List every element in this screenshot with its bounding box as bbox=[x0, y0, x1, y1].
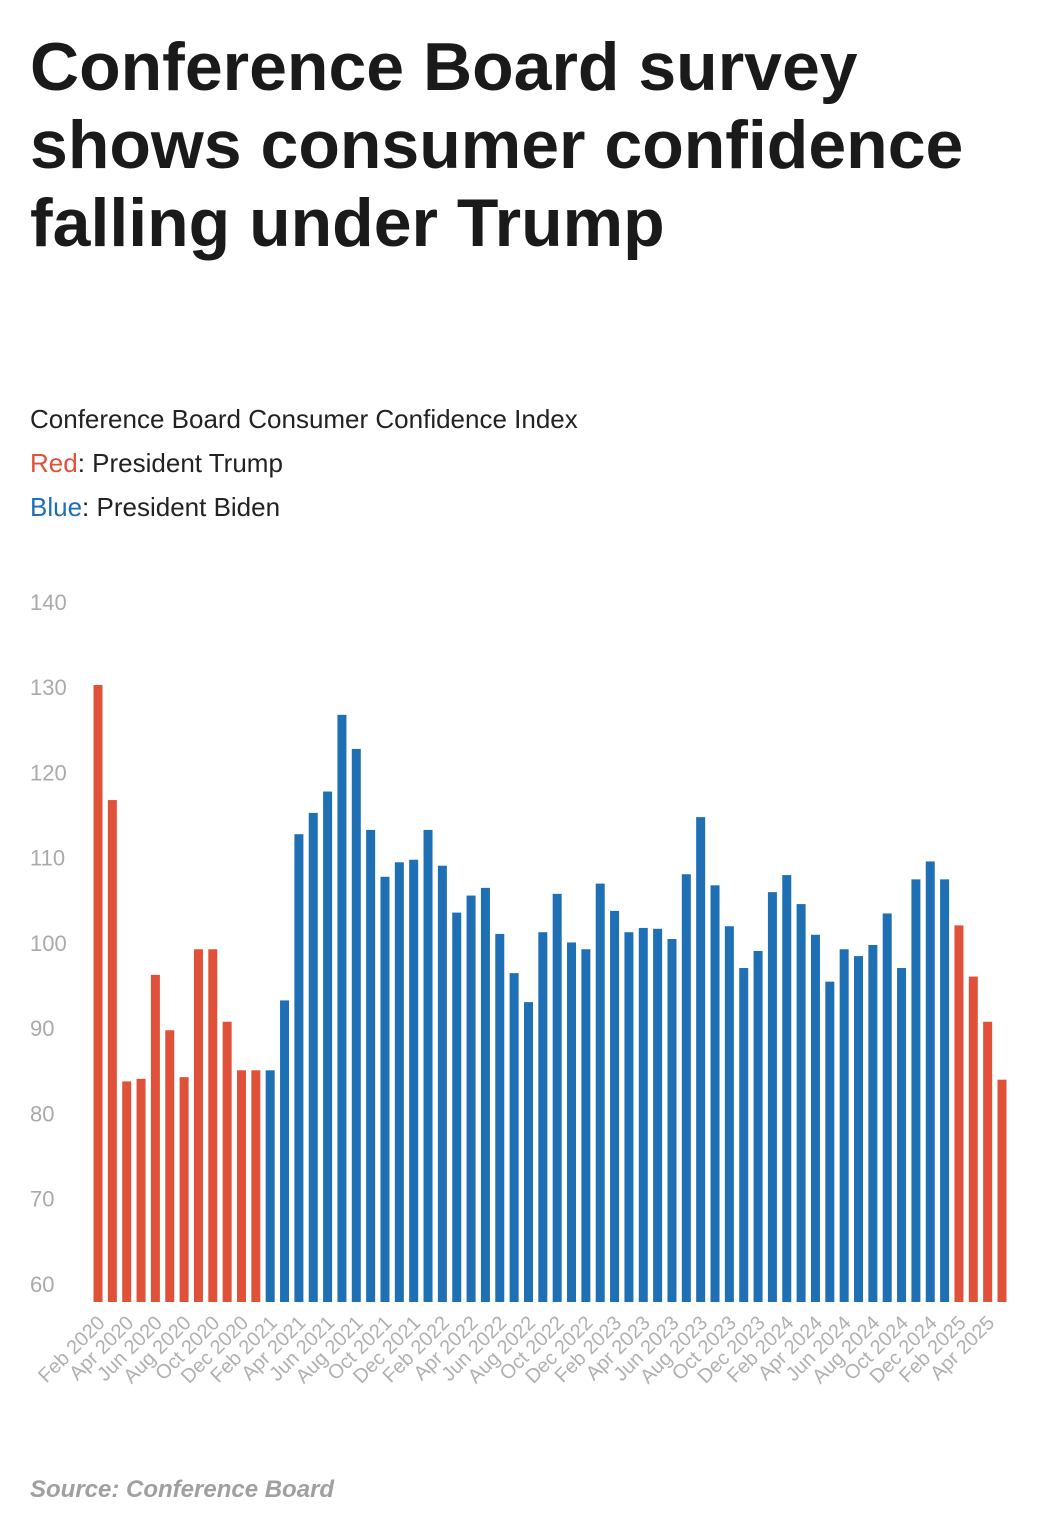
bar bbox=[538, 932, 548, 1302]
y-tick-label: 60 bbox=[30, 1272, 54, 1297]
bar bbox=[193, 949, 203, 1302]
bar bbox=[610, 910, 620, 1302]
bar bbox=[882, 913, 892, 1302]
bar bbox=[581, 949, 591, 1302]
bar bbox=[854, 956, 864, 1302]
bar bbox=[624, 932, 634, 1302]
bar bbox=[954, 925, 964, 1302]
bar bbox=[523, 1002, 533, 1302]
y-tick-label: 100 bbox=[30, 931, 67, 956]
bar bbox=[810, 934, 820, 1302]
bar bbox=[897, 968, 907, 1302]
bar bbox=[667, 939, 677, 1302]
y-tick-label: 130 bbox=[30, 675, 67, 700]
bar bbox=[567, 942, 577, 1302]
bar bbox=[236, 1070, 246, 1302]
bar bbox=[868, 945, 878, 1302]
y-tick-label: 90 bbox=[30, 1016, 54, 1041]
bar bbox=[480, 887, 490, 1302]
bar bbox=[653, 928, 663, 1302]
bar bbox=[796, 904, 806, 1302]
bar bbox=[681, 874, 691, 1302]
legend-entry: Red: President Trump bbox=[30, 448, 283, 478]
legend-text: President Biden bbox=[96, 492, 281, 522]
bar bbox=[595, 883, 605, 1302]
bar bbox=[208, 949, 218, 1302]
bar bbox=[997, 1079, 1007, 1302]
bar bbox=[753, 950, 763, 1302]
legend-entry: Blue: President Biden bbox=[30, 492, 281, 522]
bar bbox=[767, 892, 777, 1302]
y-tick-label: 110 bbox=[30, 846, 65, 871]
bar bbox=[696, 817, 706, 1302]
bar bbox=[710, 885, 720, 1302]
bar bbox=[122, 1081, 132, 1302]
bar bbox=[394, 862, 404, 1302]
y-tick-label: 120 bbox=[30, 760, 67, 785]
bar bbox=[179, 1077, 189, 1302]
bar bbox=[452, 912, 462, 1302]
source: Source: Conference Board bbox=[30, 1476, 335, 1503]
bar bbox=[940, 879, 950, 1302]
bar bbox=[466, 895, 476, 1302]
y-tick-label: 140 bbox=[30, 590, 67, 615]
bar bbox=[380, 876, 390, 1302]
bar bbox=[294, 834, 304, 1302]
bar bbox=[323, 791, 333, 1302]
bar bbox=[265, 1070, 275, 1302]
bar bbox=[739, 968, 749, 1302]
bar bbox=[366, 829, 376, 1302]
bar bbox=[150, 974, 160, 1302]
bar bbox=[968, 976, 978, 1302]
bar bbox=[983, 1021, 993, 1302]
bar bbox=[351, 748, 361, 1302]
y-tick-label: 80 bbox=[30, 1101, 54, 1126]
bar bbox=[409, 859, 419, 1302]
bar bbox=[724, 926, 734, 1302]
bar bbox=[280, 1000, 290, 1302]
legend-key: Blue bbox=[30, 492, 83, 522]
bar bbox=[509, 973, 519, 1302]
bar bbox=[782, 875, 792, 1302]
bar bbox=[423, 829, 433, 1302]
y-tick-label: 70 bbox=[30, 1187, 54, 1212]
bar bbox=[437, 865, 447, 1302]
subtitle: Conference Board Consumer Confidence Ind… bbox=[30, 404, 578, 434]
bar bbox=[136, 1078, 146, 1302]
bar bbox=[222, 1021, 232, 1302]
bar bbox=[925, 861, 935, 1302]
bar bbox=[552, 893, 562, 1302]
bar bbox=[337, 714, 347, 1302]
bar bbox=[251, 1070, 261, 1302]
bar bbox=[107, 800, 117, 1302]
bar bbox=[93, 684, 103, 1302]
bar bbox=[638, 927, 648, 1302]
bar bbox=[839, 949, 849, 1302]
bar bbox=[308, 812, 318, 1302]
legend-text: President Trump bbox=[92, 448, 283, 478]
legend-key: Red bbox=[30, 448, 78, 478]
bar bbox=[911, 879, 921, 1302]
bar bbox=[495, 933, 505, 1302]
bar bbox=[165, 1030, 175, 1302]
bar bbox=[825, 981, 835, 1302]
chart-title: Conference Board survey shows consumer c… bbox=[30, 29, 964, 261]
